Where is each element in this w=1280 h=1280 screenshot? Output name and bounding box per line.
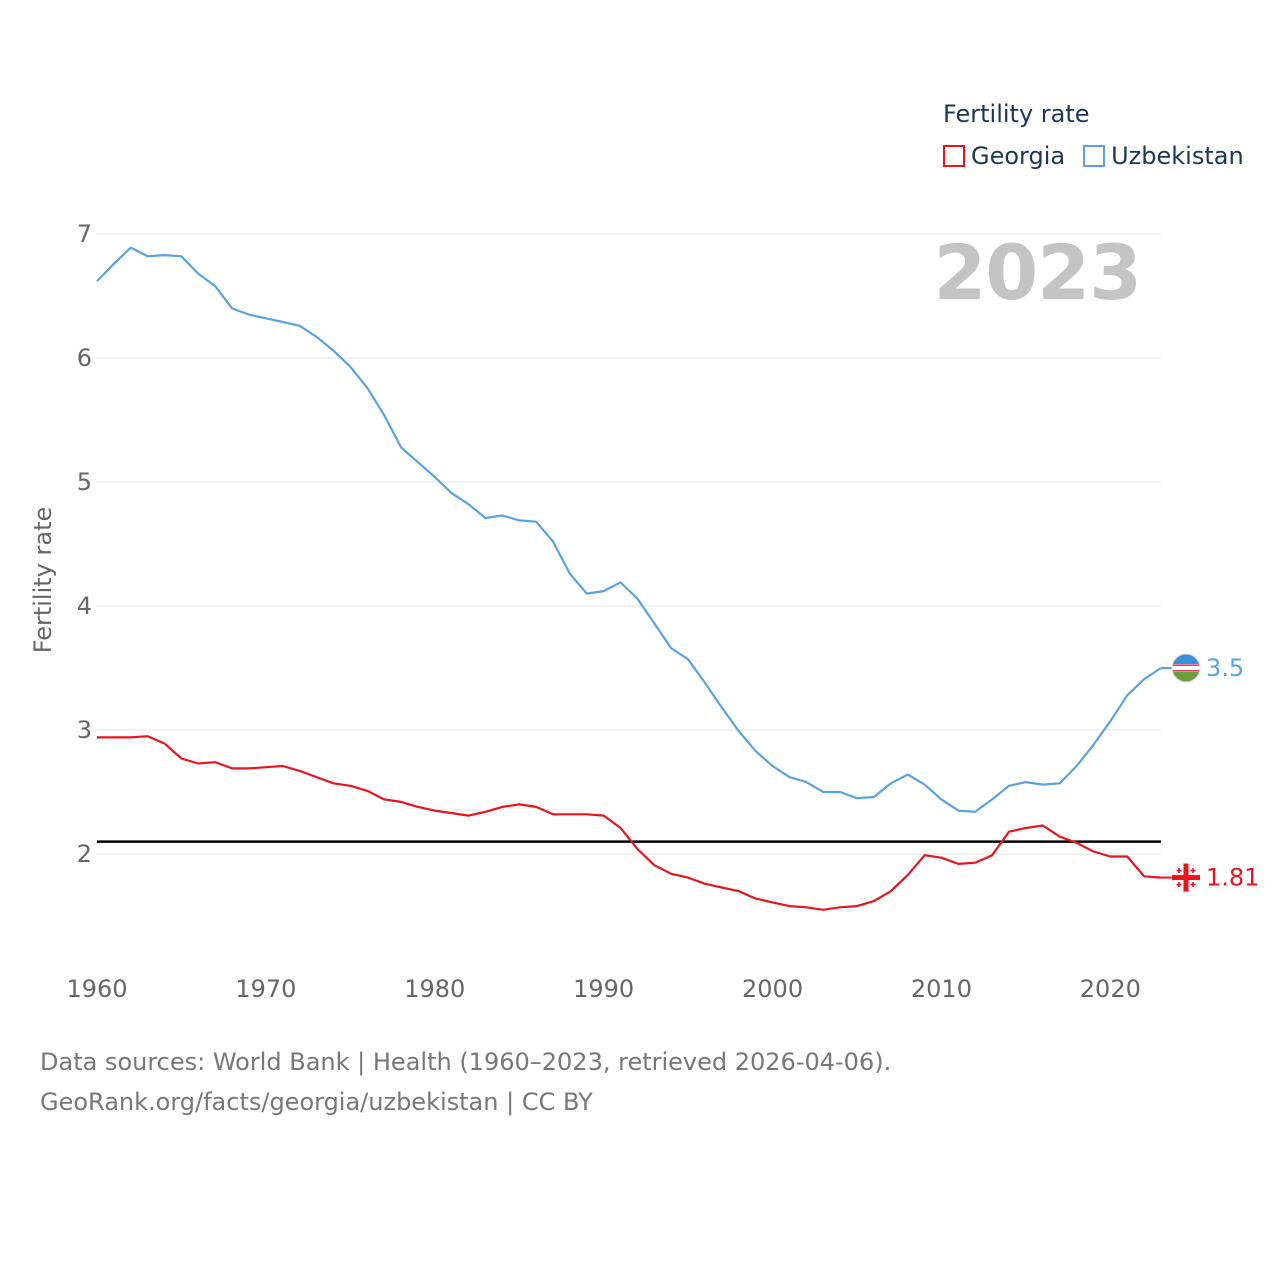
- x-tick-label: 2020: [1080, 975, 1141, 1003]
- y-tick-label: 5: [77, 468, 92, 496]
- series-line-georgia: [97, 735, 1162, 911]
- legend: Georgia Uzbekistan: [943, 142, 1262, 170]
- legend-label-uzbekistan: Uzbekistan: [1111, 142, 1244, 170]
- end-value-label-uzbekistan: 3.5: [1206, 654, 1244, 682]
- legend-swatch-uzbekistan: [1083, 145, 1106, 167]
- legend-label-georgia: Georgia: [971, 142, 1066, 170]
- x-tick-label: 1970: [235, 975, 296, 1003]
- y-axis-label: Fertility rate: [29, 507, 57, 654]
- y-tick-label: 3: [77, 716, 92, 744]
- y-axis-ticks: 2 3 4 5 6 7: [77, 220, 92, 868]
- end-markers: 1.81 3.5: [1161, 653, 1259, 893]
- data-source-footer: Data sources: World Bank | Health (1960–…: [40, 1042, 891, 1122]
- y-tick-label: 7: [77, 220, 92, 248]
- legend-swatch-georgia: [943, 145, 965, 167]
- y-tick-label: 6: [77, 344, 92, 372]
- legend-item-georgia[interactable]: Georgia: [943, 142, 1065, 170]
- x-tick-label: 2010: [911, 975, 972, 1003]
- source-line: Data sources: World Bank | Health (1960–…: [40, 1048, 892, 1076]
- flag-icon-georgia: [1171, 863, 1201, 893]
- end-value-label-georgia: 1.81: [1206, 864, 1259, 892]
- x-tick-label: 1980: [404, 975, 465, 1003]
- y-tick-label: 4: [77, 592, 92, 620]
- x-axis-ticks: 1960 1970 1980 1990 2000 2010 2020: [66, 975, 1140, 1003]
- attribution-line[interactable]: GeoRank.org/facts/georgia/uzbekistan | C…: [40, 1088, 593, 1116]
- flag-icon-uzbekistan: [1171, 653, 1201, 683]
- series-line-uzbekistan: [96, 246, 1162, 813]
- x-tick-label: 1960: [66, 975, 127, 1003]
- current-year-label: 2023: [933, 228, 1142, 317]
- y-tick-label: 2: [77, 840, 92, 868]
- legend-title: Fertility rate: [943, 100, 1090, 128]
- series-lines: [96, 246, 1162, 911]
- gridlines: [97, 233, 1161, 855]
- legend-item-uzbekistan[interactable]: Uzbekistan: [1083, 142, 1244, 170]
- x-tick-label: 1990: [573, 975, 634, 1003]
- x-tick-label: 2000: [742, 975, 803, 1003]
